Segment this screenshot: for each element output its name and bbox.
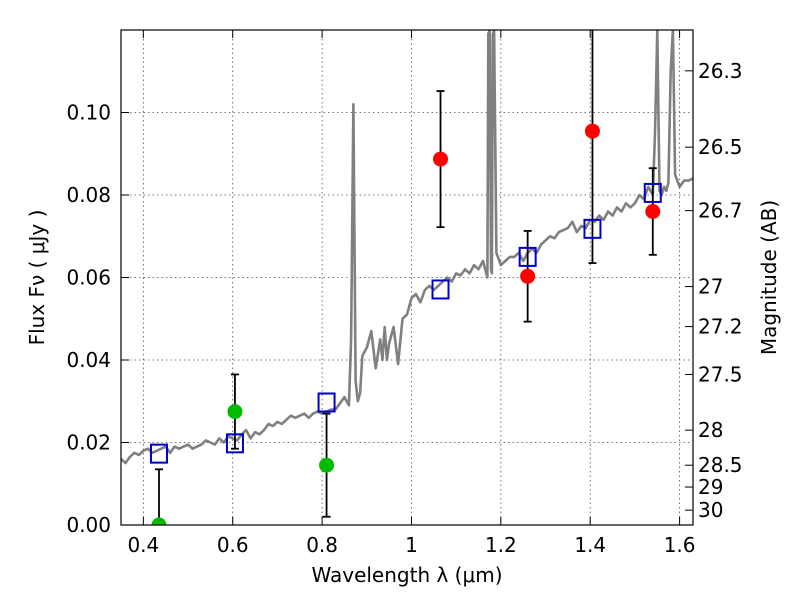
red-data-point <box>433 151 449 167</box>
right-axis-label: Magnitude (AB) <box>757 200 781 355</box>
x-tick-label: 0.8 <box>306 533 338 557</box>
model-photometry-square <box>431 279 450 300</box>
x-tick-label: 1 <box>405 533 418 557</box>
x-axis-label: Wavelength λ (μm) <box>311 563 502 587</box>
red-data-point <box>584 123 600 139</box>
red-data-point <box>520 268 536 284</box>
right-tick-label: 27 <box>698 275 723 299</box>
y-tick-label: 0.00 <box>66 513 111 537</box>
right-tick-label: 28.5 <box>698 453 743 477</box>
model-photometry-square <box>317 392 336 413</box>
right-tick-label: 29 <box>698 475 723 499</box>
model-photometry-square <box>643 182 662 203</box>
right-tick-label: 28 <box>698 418 723 442</box>
model-photometry-square <box>518 246 537 267</box>
right-tick-label: 26.5 <box>698 135 743 159</box>
right-tick-label: 30 <box>698 498 723 522</box>
x-tick-label: 1.4 <box>574 533 606 557</box>
red-data-point <box>645 204 661 219</box>
y-tick-label: 0.10 <box>66 101 111 125</box>
x-tick-label: 1.6 <box>664 533 696 557</box>
model-photometry-square <box>583 218 602 239</box>
y-tick-label: 0.06 <box>66 266 111 290</box>
x-tick-label: 0.6 <box>217 533 249 557</box>
model-photometry-square <box>149 443 168 464</box>
y-tick-label: 0.04 <box>66 348 111 372</box>
x-tick-label: 0.4 <box>127 533 159 557</box>
y-tick-label: 0.08 <box>66 183 111 207</box>
marker-layer <box>149 123 662 525</box>
right-tick-label: 27.2 <box>698 315 743 339</box>
x-tick-label: 1.2 <box>485 533 517 557</box>
green-data-point <box>151 517 167 525</box>
ticks: 0.4 0.6 0.8 1 1.2 1.4 1.6 0.00 0.02 0.04 0.06 0.08 0… <box>66 30 743 557</box>
y-axis-label: Flux Fν ( μJy ) <box>25 210 49 346</box>
plot-area <box>121 30 693 525</box>
y-tick-label: 0.02 <box>66 431 111 455</box>
right-tick-label: 26.7 <box>698 199 743 223</box>
right-tick-label: 26.3 <box>698 59 743 83</box>
green-data-point <box>227 404 243 420</box>
model-photometry-square <box>225 433 244 454</box>
right-tick-label: 27.5 <box>698 362 743 386</box>
green-data-point <box>319 457 335 473</box>
